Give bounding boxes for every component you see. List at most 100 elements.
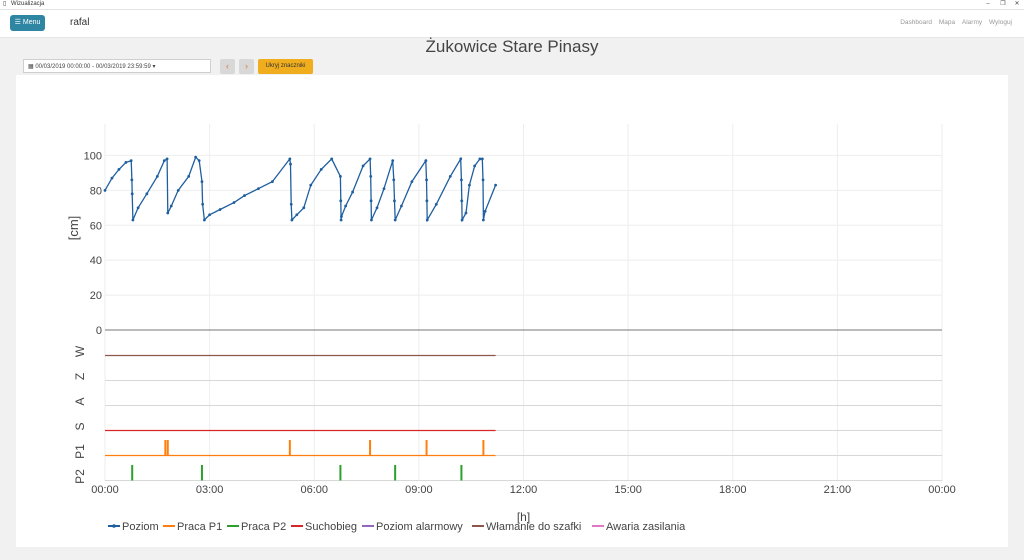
- x-tick-label: 00:00: [91, 484, 119, 496]
- data-point: [208, 213, 212, 217]
- window-titlebar: ▯ Wizualizacja – ❐ ✕: [0, 0, 1024, 10]
- next-day-button[interactable]: ›: [239, 59, 254, 74]
- data-point: [124, 161, 128, 164]
- nav-links: Dashboard Mapa Alarmy Wyloguj: [895, 19, 1012, 26]
- data-point: [176, 188, 180, 192]
- data-point: [197, 159, 201, 163]
- nav-link-map[interactable]: Mapa: [938, 19, 956, 26]
- data-point: [103, 188, 107, 192]
- x-tick-label: 12:00: [510, 484, 538, 496]
- caret-down-icon: ▾: [150, 64, 156, 70]
- chevron-right-icon: ›: [245, 61, 248, 71]
- data-point: [464, 211, 468, 215]
- data-point: [344, 204, 348, 208]
- brand-name: rafal: [70, 17, 90, 28]
- data-point: [391, 159, 395, 163]
- hamburger-icon: ☰: [14, 19, 23, 26]
- x-tick-label: 21:00: [824, 484, 852, 496]
- app-icon: ▯: [3, 1, 7, 7]
- data-point: [460, 199, 464, 203]
- y-tick-label: 20: [90, 290, 102, 302]
- data-point: [375, 206, 379, 210]
- track-label-p2: P2: [73, 469, 87, 484]
- nav-link-logout[interactable]: Wyloguj: [988, 19, 1012, 26]
- data-point: [339, 174, 342, 178]
- data-point: [369, 199, 373, 203]
- data-point: [130, 192, 134, 196]
- data-point: [309, 183, 313, 187]
- x-tick-label: 18:00: [719, 484, 747, 496]
- data-point: [110, 176, 114, 180]
- x-tick-label: 00:00: [928, 484, 956, 496]
- data-point: [319, 167, 323, 171]
- y-tick-label: 60: [90, 220, 102, 232]
- y-tick-label: 100: [84, 150, 102, 162]
- data-point: [393, 199, 396, 203]
- data-point: [370, 218, 373, 222]
- legend-label: Awaria zasilania: [606, 521, 686, 533]
- data-point: [425, 218, 429, 222]
- data-point: [290, 218, 294, 222]
- minimize-icon[interactable]: –: [986, 1, 990, 7]
- data-point: [494, 183, 497, 187]
- data-point: [369, 174, 373, 178]
- menu-label: Menu: [22, 19, 41, 26]
- data-point: [165, 157, 169, 161]
- top-navbar: ☰ Menu rafal Dashboard Mapa Alarmy Wylog…: [0, 10, 1024, 38]
- close-icon[interactable]: ✕: [1014, 1, 1020, 7]
- series-line-poziom: [104, 156, 497, 223]
- data-point: [480, 157, 484, 161]
- data-point: [382, 187, 386, 190]
- data-point: [361, 164, 365, 168]
- track-label-s: S: [73, 422, 87, 430]
- calendar-icon: ▦: [28, 64, 36, 70]
- page-title: Żukowice Stare Pinasy: [425, 37, 599, 56]
- track-label-a: A: [73, 397, 87, 405]
- data-point: [288, 157, 292, 161]
- hide-markers-button[interactable]: Ukryj znaczniki: [258, 59, 313, 74]
- track-label-w: W: [73, 345, 87, 357]
- y-tick-label: 40: [90, 255, 102, 267]
- data-point: [117, 167, 121, 171]
- data-point: [302, 206, 306, 210]
- data-point: [448, 174, 452, 178]
- previous-day-button[interactable]: ‹: [220, 59, 235, 74]
- legend-label: Poziom alarmowy: [376, 521, 463, 533]
- nav-link-alarms[interactable]: Alarmy: [961, 19, 983, 26]
- data-point: [351, 190, 355, 194]
- date-range-picker[interactable]: ▦ 00/03/2019 00:00:00 - 00/03/2019 23:59…: [23, 59, 211, 73]
- data-point: [483, 209, 487, 213]
- data-point: [339, 199, 343, 203]
- data-point: [162, 159, 166, 163]
- data-point: [478, 157, 482, 161]
- nav-link-dashboard[interactable]: Dashboard: [900, 19, 932, 26]
- data-point: [330, 157, 334, 161]
- track-label-p1: P1: [73, 444, 87, 459]
- y-tick-label: 0: [96, 325, 102, 337]
- legend-label: Włamanie do szafki: [486, 521, 581, 533]
- data-point: [271, 180, 274, 184]
- data-point: [295, 213, 299, 217]
- data-point: [410, 180, 414, 184]
- data-point: [289, 162, 292, 166]
- data-point: [166, 211, 170, 215]
- restore-icon[interactable]: ❐: [1000, 1, 1006, 7]
- data-point: [434, 202, 438, 206]
- x-axis-label: [h]: [517, 510, 530, 524]
- data-point: [425, 199, 429, 203]
- data-point: [425, 178, 428, 182]
- chart-panel: [16, 75, 1008, 547]
- data-point: [130, 178, 134, 182]
- chevron-left-icon: ‹: [226, 61, 229, 71]
- legend-label: Praca P1: [177, 521, 222, 533]
- data-point: [200, 180, 204, 184]
- data-point: [129, 159, 133, 163]
- x-tick-label: 09:00: [405, 484, 433, 496]
- legend-label: Praca P2: [241, 521, 286, 533]
- date-range-value: 00/03/2019 00:00:00 - 00/03/2019 23:59:5…: [35, 64, 151, 70]
- data-point: [460, 178, 463, 182]
- menu-button[interactable]: ☰ Menu: [10, 15, 45, 31]
- data-point: [218, 208, 222, 211]
- data-point: [473, 164, 477, 168]
- data-point: [459, 157, 463, 161]
